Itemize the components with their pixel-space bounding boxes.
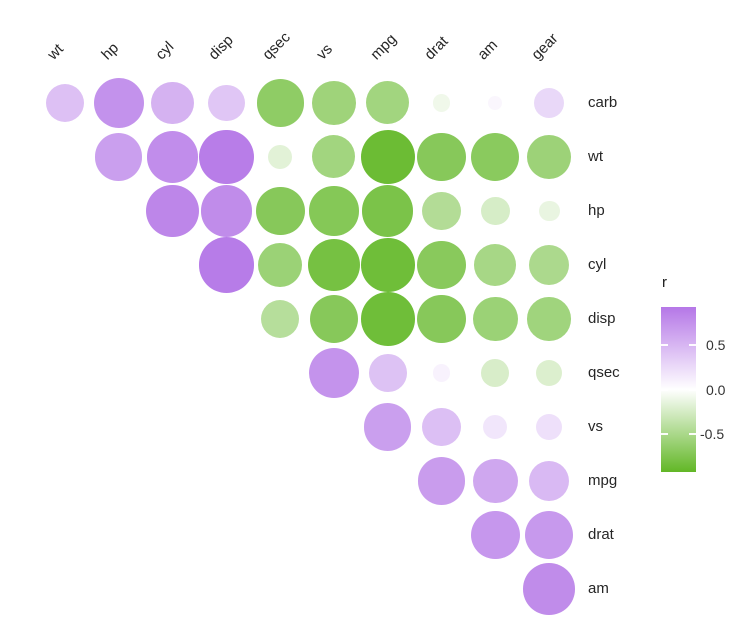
y-axis-label-hp: hp: [588, 202, 605, 219]
corr-dot-cyl-disp: [198, 237, 254, 293]
corr-dot-wt-am: [471, 132, 520, 182]
corr-dot-wt-mpg: [360, 129, 415, 185]
corr-dot-am-gear: [523, 563, 575, 615]
corr-dot-wt-qsec: [268, 145, 293, 169]
y-axis-label-am: am: [588, 580, 609, 597]
corr-dot-disp-gear: [527, 297, 571, 341]
corr-dot-mpg-am: [472, 458, 518, 504]
legend-tick-mark: [689, 388, 696, 391]
y-axis-label-wt: wt: [588, 148, 603, 165]
corr-dot-carb-wt: [45, 83, 84, 122]
corr-dot-disp-mpg: [361, 292, 415, 346]
corr-dot-wt-cyl: [146, 131, 199, 183]
corr-dot-qsec-drat: [432, 364, 451, 382]
corr-dot-cyl-mpg: [361, 238, 415, 292]
corr-dot-vs-mpg: [364, 403, 412, 451]
y-axis-label-qsec: qsec: [588, 364, 620, 381]
legend-title: r: [662, 274, 667, 291]
corr-dot-drat-gear: [524, 510, 574, 560]
corr-dot-hp-disp: [200, 185, 253, 237]
corr-dot-cyl-qsec: [257, 242, 303, 288]
corr-dot-carb-qsec: [256, 79, 304, 127]
y-axis-label-vs: vs: [588, 418, 603, 435]
corr-dot-hp-am: [481, 196, 510, 226]
corr-dot-wt-vs: [312, 135, 356, 179]
corr-dot-hp-vs: [309, 186, 359, 236]
corr-dot-hp-mpg: [362, 185, 414, 237]
corr-dot-hp-qsec: [255, 186, 305, 236]
corr-dot-cyl-am: [474, 244, 517, 286]
corr-dot-carb-drat: [432, 94, 451, 112]
x-axis-label-wt: wt: [44, 40, 67, 64]
corr-dot-carb-am: [488, 95, 503, 111]
y-axis-label-drat: drat: [588, 526, 614, 543]
corr-dot-carb-cyl: [151, 81, 194, 125]
y-axis-label-mpg: mpg: [588, 472, 618, 489]
legend-tick-mark: [689, 432, 696, 435]
corr-dot-wt-gear: [527, 134, 572, 180]
corr-dot-disp-vs: [309, 294, 359, 344]
legend-tick-mark: [661, 388, 668, 391]
corr-dot-qsec-vs: [309, 348, 359, 398]
legend-tick-label: 0.0: [706, 381, 726, 398]
corr-dot-wt-disp: [199, 129, 254, 185]
corr-dot-disp-drat: [417, 294, 467, 344]
corr-dot-hp-drat: [422, 191, 462, 231]
x-axis-label-qsec: qsec: [259, 28, 294, 64]
legend-tick-label: -0.5: [700, 425, 725, 442]
corr-dot-cyl-drat: [417, 240, 466, 290]
corr-dot-vs-gear: [535, 413, 563, 441]
corr-dot-cyl-gear: [528, 244, 570, 286]
corr-dot-wt-hp: [95, 133, 143, 181]
corr-dot-hp-cyl: [146, 184, 199, 238]
x-axis-label-vs: vs: [313, 40, 336, 64]
corr-dot-hp-gear: [538, 200, 560, 222]
legend-tick-mark: [689, 344, 696, 347]
legend-tick-label: 0.5: [706, 337, 726, 354]
corr-dot-disp-qsec: [261, 299, 300, 338]
corr-dot-qsec-gear: [535, 359, 563, 387]
corr-dot-carb-vs: [312, 81, 356, 125]
x-axis-label-drat: drat: [420, 32, 452, 64]
x-axis-label-hp: hp: [98, 39, 122, 64]
legend-tick-mark: [661, 432, 668, 435]
corr-dot-carb-gear: [534, 87, 565, 119]
corr-dot-drat-am: [470, 510, 520, 560]
x-axis-label-mpg: mpg: [367, 30, 400, 64]
x-axis-label-am: am: [474, 36, 502, 64]
corr-dot-vs-am: [483, 415, 508, 439]
legend-tick-mark: [661, 344, 668, 347]
x-axis-label-disp: disp: [205, 31, 238, 64]
corr-dot-mpg-gear: [529, 460, 570, 502]
corr-dot-qsec-am: [481, 359, 510, 387]
corr-dot-carb-disp: [208, 84, 245, 122]
corr-dot-wt-drat: [417, 132, 467, 182]
x-axis-label-cyl: cyl: [151, 38, 177, 64]
x-axis-label-gear: gear: [528, 30, 562, 64]
corr-dot-cyl-vs: [307, 238, 361, 292]
corr-dot-mpg-drat: [417, 457, 466, 505]
corr-dot-carb-mpg: [366, 81, 410, 125]
y-axis-label-disp: disp: [588, 310, 616, 327]
corr-dot-vs-drat: [422, 407, 461, 447]
corr-dot-disp-am: [473, 296, 518, 342]
y-axis-label-cyl: cyl: [588, 256, 607, 273]
corr-dot-qsec-mpg: [369, 354, 407, 392]
corr-dot-carb-hp: [93, 77, 144, 129]
y-axis-label-carb: carb: [588, 94, 618, 111]
